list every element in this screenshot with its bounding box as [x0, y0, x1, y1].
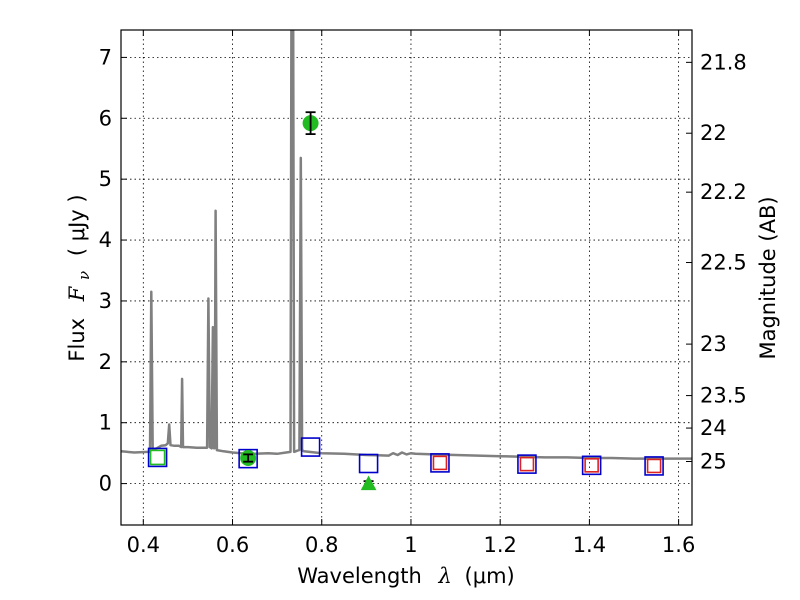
y2-axis-label: Magnitude (AB)	[756, 196, 780, 359]
model-flux-square-blue	[300, 437, 321, 457]
y2-tick-label: 24	[700, 416, 727, 440]
model-flux-square-red	[432, 455, 448, 471]
y-axis-label-unit: ( μJy )	[65, 194, 89, 256]
tick-marks	[121, 30, 692, 525]
y-tick-label: 3	[99, 289, 112, 313]
y-axis-label-symbol: F	[65, 285, 89, 302]
model-flux-square-blue	[147, 447, 168, 468]
y2-tick-label: 25	[700, 449, 727, 473]
y2-tick-label: 23.5	[700, 384, 747, 408]
x-axis-label-symbol: λ	[438, 564, 452, 588]
y2-tick-label: 22	[700, 121, 727, 145]
y-tick-label: 5	[99, 167, 112, 191]
y-tick-label: 1	[99, 411, 112, 435]
y-axis-label-subscript: ν	[75, 271, 93, 280]
x-tick-label: 0.8	[305, 533, 338, 557]
y2-tick-label: 22.5	[700, 251, 747, 275]
model-flux-square-blue	[238, 448, 258, 469]
model-flux-square-green	[149, 449, 166, 466]
y2-tick-label: 22.2	[700, 180, 747, 204]
model-flux-square-blue	[644, 456, 664, 476]
upper-limit-triangle	[360, 475, 377, 491]
x-tick-label: 1	[404, 533, 417, 557]
model-flux-square-blue	[581, 455, 602, 476]
grid-lines	[121, 30, 692, 525]
model-flux-square-red	[646, 458, 662, 474]
model-flux-square-blue	[358, 453, 379, 474]
x-axis-label: Wavelength λ (μm)	[297, 564, 514, 588]
y-tick-label: 0	[99, 472, 112, 496]
x-axis-label-unit: (μm)	[465, 564, 515, 588]
y-axis-label: Flux F ν ( μJy )	[65, 194, 94, 361]
x-tick-label: 1.6	[662, 533, 695, 557]
y2-tick-label: 23	[700, 332, 727, 356]
x-axis-label-word: Wavelength	[297, 564, 422, 588]
model-flux-square-red	[584, 458, 599, 473]
plot-frame	[120, 29, 693, 526]
x-tick-label: 0.6	[216, 533, 249, 557]
y-tick-label: 7	[99, 45, 112, 69]
template-spectrum-line	[121, 30, 692, 460]
data-layer	[121, 30, 692, 491]
model-flux-square-blue	[517, 454, 537, 474]
x-tick-label: 0.4	[127, 533, 160, 557]
x-tick-label: 1.2	[483, 533, 516, 557]
y-tick-label: 4	[99, 228, 112, 252]
model-flux-square-blue	[430, 453, 450, 473]
y-tick-label: 6	[99, 106, 112, 130]
y-axis-label-word: Flux	[65, 318, 89, 362]
model-flux-square-red	[519, 456, 535, 472]
y-tick-label: 2	[99, 350, 112, 374]
y2-tick-label: 21.8	[700, 50, 747, 74]
x-tick-label: 1.4	[573, 533, 606, 557]
